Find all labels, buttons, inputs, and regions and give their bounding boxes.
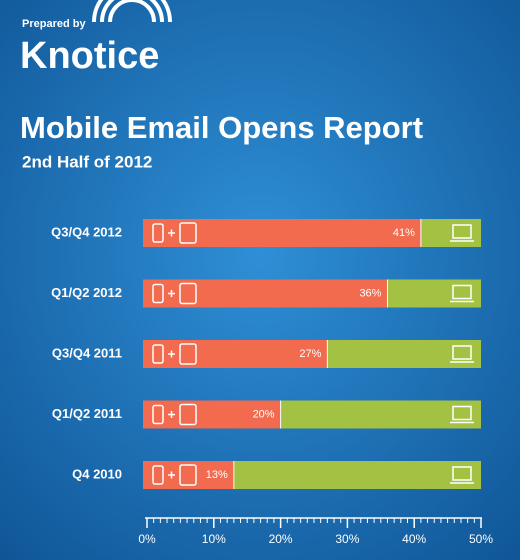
tablet-icon bbox=[179, 343, 197, 365]
laptop-icon bbox=[450, 284, 474, 303]
value-label: 41% bbox=[393, 227, 415, 239]
value-label: 20% bbox=[253, 408, 275, 420]
laptop-icon bbox=[450, 224, 474, 242]
device-icons bbox=[152, 403, 197, 426]
laptop-screen bbox=[452, 345, 472, 360]
x-tick-label: 20% bbox=[269, 532, 293, 546]
tablet-icon bbox=[179, 222, 197, 244]
phone-icon bbox=[152, 223, 164, 243]
value-label: 27% bbox=[299, 348, 321, 360]
x-tick-label: 0% bbox=[138, 532, 156, 546]
phone-icon bbox=[152, 283, 164, 304]
logo-arcs bbox=[92, 0, 172, 23]
tablet-icon bbox=[179, 464, 197, 486]
y-tick-label: Q4 2010 bbox=[72, 466, 122, 481]
bar bbox=[143, 400, 281, 429]
laptop-screen bbox=[452, 224, 472, 239]
prepared-by: Prepared by bbox=[22, 18, 86, 30]
plus-icon bbox=[168, 229, 175, 237]
plus-icon bbox=[168, 471, 175, 479]
phone-icon bbox=[152, 344, 164, 364]
device-icons bbox=[152, 282, 197, 305]
device-icons bbox=[152, 343, 197, 365]
phone-icon bbox=[152, 404, 164, 425]
phone-icon bbox=[152, 465, 164, 485]
value-label: 36% bbox=[359, 287, 381, 299]
device-icons bbox=[152, 464, 197, 486]
x-tick-label: 40% bbox=[402, 532, 426, 546]
chart-subtitle: 2nd Half of 2012 bbox=[22, 152, 152, 171]
tablet-icon bbox=[179, 403, 197, 426]
laptop-icon bbox=[450, 466, 474, 484]
plus-icon bbox=[168, 411, 175, 418]
y-tick-label: Q1/Q2 2012 bbox=[51, 285, 122, 300]
y-tick-label: Q1/Q2 2011 bbox=[52, 406, 122, 421]
laptop-icon bbox=[450, 345, 474, 363]
y-tick-label: Q3/Q4 2012 bbox=[51, 224, 122, 239]
chart-title: Mobile Email Opens Report bbox=[20, 110, 423, 145]
y-tick-label: Q3/Q4 2011 bbox=[52, 345, 122, 360]
laptop-icon bbox=[450, 405, 474, 424]
laptop-screen bbox=[452, 284, 472, 300]
laptop-screen bbox=[452, 405, 472, 421]
plus-icon bbox=[168, 290, 175, 297]
tablet-icon bbox=[179, 282, 197, 305]
value-label: 13% bbox=[206, 469, 228, 481]
device-icons bbox=[152, 222, 197, 244]
x-tick-label: 10% bbox=[202, 532, 226, 546]
brand: Knotice bbox=[20, 35, 159, 77]
laptop-screen bbox=[452, 466, 472, 481]
x-tick-label: 50% bbox=[469, 532, 493, 546]
plus-icon bbox=[168, 350, 175, 358]
x-tick-label: 30% bbox=[335, 532, 359, 546]
